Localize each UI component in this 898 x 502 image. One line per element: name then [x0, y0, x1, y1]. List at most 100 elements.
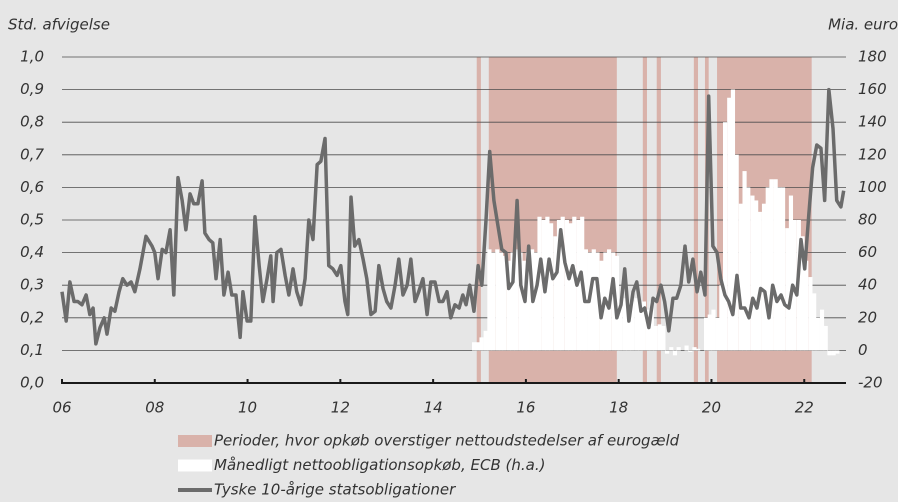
- bar: [719, 285, 724, 351]
- x-tick-label: 18: [609, 399, 628, 417]
- x-tick-label: 12: [331, 399, 350, 417]
- bar: [669, 347, 674, 351]
- bar: [688, 350, 693, 353]
- y-tick-label: 0,1: [20, 341, 44, 359]
- bar: [514, 249, 519, 351]
- bar: [715, 317, 720, 351]
- bar: [676, 347, 681, 351]
- bar: [761, 203, 767, 351]
- legend-label: Perioder, hvor opkøb overstiger nettouds…: [214, 432, 680, 450]
- bar: [641, 301, 646, 351]
- bar: [785, 228, 790, 351]
- x-tick-label: 14: [424, 399, 443, 417]
- bar: [664, 350, 670, 354]
- bar: [703, 317, 709, 351]
- bar: [626, 301, 631, 351]
- bar: [591, 249, 596, 351]
- bar: [653, 325, 658, 351]
- line: [60, 87, 846, 346]
- bar: [835, 350, 840, 354]
- y-axis-title: Std. afvigelse: [8, 16, 110, 34]
- bar: [595, 252, 600, 351]
- bar: [560, 216, 565, 351]
- y-tick-label: 1,0: [20, 48, 44, 66]
- bar: [722, 122, 728, 351]
- bar: [479, 337, 484, 351]
- x-tick-label: 06: [52, 399, 71, 417]
- bar: [506, 260, 511, 351]
- x-tick-label: 10: [238, 399, 257, 417]
- bar: [611, 252, 616, 351]
- bar: [831, 350, 836, 356]
- bar: [556, 220, 562, 351]
- y-tick-label: 0,7: [20, 145, 44, 163]
- bar: [553, 236, 558, 351]
- y2-tick-label: 120: [858, 145, 887, 163]
- bar: [777, 187, 782, 351]
- y-tick-label: 0,0: [20, 374, 44, 392]
- y-tick-label: 0,2: [20, 308, 44, 326]
- bar: [525, 252, 530, 351]
- bar: [537, 216, 542, 351]
- bar: [692, 347, 697, 351]
- bar: [483, 330, 488, 351]
- y2-tick-label: 160: [858, 80, 887, 98]
- bar: [630, 301, 635, 351]
- bar: [475, 342, 480, 351]
- y2-tick-label: 0: [858, 341, 868, 359]
- bar: [657, 324, 662, 351]
- legend-swatch: [178, 435, 212, 447]
- bar: [522, 260, 527, 351]
- bar: [696, 348, 701, 351]
- bar: [502, 255, 507, 351]
- y2-axis-title: Mia. euro: [828, 16, 898, 34]
- legend-label: Tyske 10-årige statsobligationer: [214, 481, 456, 499]
- x-tick-label: 16: [516, 399, 535, 417]
- bar: [765, 187, 770, 351]
- bar: [634, 298, 639, 351]
- legend-label: Månedligt nettoobligationsopkøb, ECB (h.…: [214, 456, 545, 474]
- bar: [769, 179, 774, 351]
- bar: [815, 317, 820, 351]
- bar: [750, 195, 755, 351]
- y-tick-label: 0,4: [20, 243, 44, 261]
- y-tick-label: 0,5: [20, 211, 44, 229]
- bar: [638, 304, 643, 351]
- legend-swatch: [178, 459, 212, 472]
- y2-tick-label: 180: [858, 48, 887, 66]
- bar: [491, 252, 496, 351]
- bar: [780, 187, 786, 351]
- bar: [823, 325, 828, 351]
- bar: [827, 350, 832, 356]
- bar: [487, 249, 492, 351]
- bar: [773, 179, 778, 351]
- bar: [711, 309, 716, 351]
- bar: [754, 200, 759, 351]
- bar: [618, 301, 623, 351]
- y-tick-label: 0,8: [20, 113, 44, 131]
- y2-tick-label: 80: [858, 211, 877, 229]
- bar: [808, 277, 813, 351]
- bar: [788, 195, 794, 351]
- bar: [649, 301, 654, 351]
- bar: [533, 252, 538, 351]
- bar: [730, 89, 736, 351]
- bar: [645, 309, 651, 351]
- bar: [792, 220, 797, 351]
- x-tick-label: 22: [795, 399, 814, 417]
- bar: [738, 203, 743, 351]
- y2-tick-label: 40: [858, 276, 877, 294]
- bar: [746, 187, 751, 351]
- bar: [568, 223, 573, 351]
- bar: [672, 350, 678, 356]
- bar: [684, 345, 689, 351]
- bar: [564, 220, 569, 351]
- bar: [804, 260, 809, 351]
- bar: [518, 252, 523, 351]
- bar: [757, 211, 762, 351]
- y-tick-label: 0,9: [20, 80, 44, 98]
- bar: [572, 216, 577, 351]
- x-tick-label: 08: [145, 399, 164, 417]
- y-tick-label: 0,6: [20, 178, 44, 196]
